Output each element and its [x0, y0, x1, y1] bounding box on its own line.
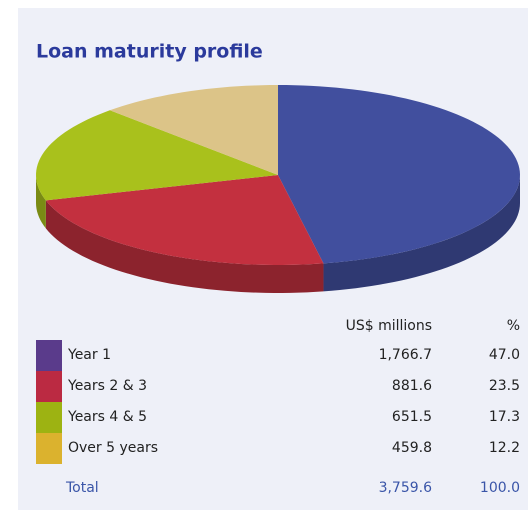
column-header: % — [507, 318, 520, 334]
legend-swatch — [36, 371, 62, 402]
percent-label: 47.0 — [489, 347, 520, 363]
total-label: Total — [65, 480, 99, 496]
percent-label: 12.2 — [489, 440, 520, 456]
pie-slice — [278, 85, 520, 264]
chart-title: Loan maturity profile — [36, 41, 263, 63]
column-header: US$ millions — [346, 318, 432, 334]
legend-label: Year 1 — [67, 347, 111, 363]
pie-slice — [36, 110, 278, 201]
legend-label: Over 5 years — [68, 440, 158, 456]
percent-label: 17.3 — [489, 409, 520, 425]
legend-label: Years 4 & 5 — [67, 409, 147, 425]
total-percent: 100.0 — [480, 480, 520, 496]
pie-side — [45, 200, 324, 293]
pie-side — [323, 175, 520, 292]
legend-label: Years 2 & 3 — [67, 378, 147, 394]
pie-slice — [45, 175, 324, 265]
legend-swatch — [36, 433, 62, 464]
value-label: 459.8 — [392, 440, 432, 456]
value-label: 1,766.7 — [379, 347, 432, 363]
value-label: 881.6 — [392, 378, 432, 394]
total-value: 3,759.6 — [379, 480, 433, 496]
legend-swatch — [36, 402, 62, 433]
pie-side — [36, 175, 46, 229]
value-label: 651.5 — [392, 409, 432, 425]
pie-slice — [109, 85, 278, 175]
legend-swatch — [36, 340, 62, 371]
percent-label: 23.5 — [489, 378, 520, 394]
